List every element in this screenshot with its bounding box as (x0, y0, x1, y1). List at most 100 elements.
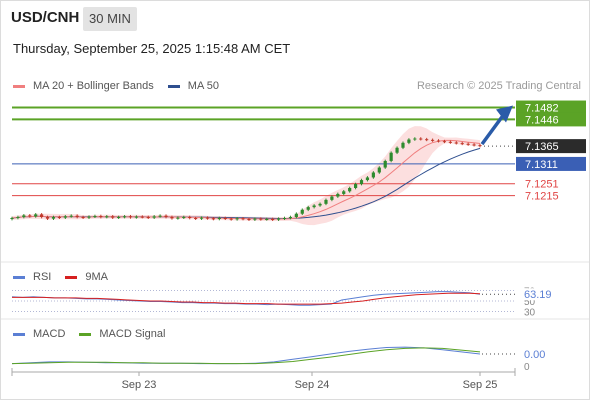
candle-body (271, 219, 275, 220)
candle-body (199, 217, 204, 219)
candle-body (146, 217, 150, 219)
candle-body (371, 172, 375, 178)
candle-body (205, 217, 210, 219)
macd-current-label: 0.00 (524, 349, 545, 361)
bollinger-band (12, 126, 480, 226)
macd-legend-label: MACD (33, 328, 66, 340)
macd-signal-legend-label: MACD Signal (99, 328, 166, 340)
candle-body (318, 203, 322, 206)
candle-body (265, 219, 269, 220)
candle-body (365, 177, 370, 181)
candle-body (75, 215, 79, 218)
candle-body (194, 218, 198, 220)
candle-body (395, 147, 399, 153)
level-label-7.1482: 7.1482 (525, 103, 559, 115)
candle-body (164, 215, 168, 218)
candle-body (170, 217, 174, 219)
candle-body (81, 217, 85, 219)
candle-body (122, 216, 127, 218)
macd-legend: MACD MACD Signal (13, 328, 165, 340)
candle-body (276, 218, 281, 220)
rsi-ma-swatch (65, 275, 78, 279)
candle-body (57, 217, 61, 219)
candle-body (312, 205, 316, 208)
candle-body (140, 216, 144, 218)
timeframe-button[interactable]: 30 MIN (83, 7, 137, 31)
x-tick-label-Sep-24: Sep 24 (295, 379, 330, 391)
candle-body (217, 218, 221, 220)
rsi-swatch (13, 275, 25, 279)
price-legend: MA 20 + Bollinger Bands MA 50 (13, 80, 219, 92)
datetime-label: Thursday, September 25, 2025 1:15:48 AM … (13, 41, 291, 56)
ma20-swatch (13, 84, 25, 88)
candle-body (336, 193, 340, 197)
candle-body (253, 218, 257, 220)
candle-body (93, 216, 97, 218)
candle-body (282, 218, 287, 220)
candle-body (176, 217, 180, 219)
candle-body (34, 214, 38, 217)
candle-body (419, 138, 423, 140)
macd-signal-line (11, 347, 481, 365)
candle-body (436, 140, 441, 142)
rsi-ma-line (12, 292, 481, 305)
rsi-ma-legend-label: 9MA (85, 271, 108, 283)
candle-body (389, 152, 393, 161)
candle-body (45, 217, 50, 219)
candle-body (353, 184, 358, 188)
level-tag-7.1446 (516, 112, 586, 127)
candle-body (442, 141, 447, 143)
rsi-tick-50: 50 (524, 297, 536, 308)
candle-body (105, 216, 109, 218)
rsi-legend-label: RSI (33, 271, 52, 283)
candle-body (63, 216, 67, 218)
candle-body (407, 139, 411, 143)
candle-body (330, 196, 334, 200)
candle-body (117, 217, 121, 219)
candle-body (259, 218, 263, 220)
candle-body (51, 217, 56, 219)
candle-body (188, 217, 192, 219)
symbol-title: USD/CNH (11, 9, 80, 26)
x-tick-label-Sep-25: Sep 25 (463, 379, 498, 391)
candle-body (158, 215, 162, 217)
candle-body (294, 213, 298, 218)
candle-body (16, 217, 20, 219)
candle-body (401, 142, 405, 148)
x-tick-label-Sep-23: Sep 23 (122, 379, 157, 391)
candle-body (460, 143, 464, 145)
macd-swatch (13, 332, 25, 336)
candle-body (182, 217, 186, 219)
level-label-7.1251: 7.1251 (525, 179, 559, 191)
candle-body (306, 207, 310, 210)
candle-body (466, 143, 470, 145)
candle-body (377, 167, 381, 173)
candle-body (111, 216, 115, 218)
candle-body (359, 180, 364, 185)
candle-body (87, 216, 91, 218)
macd-line (11, 346, 481, 365)
current-price-tag (516, 139, 586, 154)
candle-body (288, 217, 293, 219)
candle-body (247, 219, 251, 220)
level-label-7.1215: 7.1215 (525, 191, 559, 203)
level-tag-7.1482 (516, 100, 586, 115)
macd-tick-0: 0 (524, 362, 530, 373)
candle-body (300, 209, 304, 214)
candle-body (22, 215, 26, 218)
ma50-legend-label: MA 50 (187, 80, 219, 92)
candle-body (223, 218, 227, 220)
forecast-arrow-head (496, 105, 513, 123)
research-credit: Research © 2025 Trading Central (416, 80, 581, 92)
candle-body (413, 138, 417, 140)
candle-body (241, 218, 245, 220)
macd-signal-swatch (79, 332, 92, 336)
candle-body (211, 218, 216, 220)
rsi-tick-30: 30 (524, 307, 536, 318)
ma20-legend-label: MA 20 + Bollinger Bands (33, 80, 154, 92)
candle-body (28, 215, 32, 217)
candle-body (134, 216, 139, 218)
candle-body (383, 160, 387, 168)
candle-body (454, 142, 458, 144)
